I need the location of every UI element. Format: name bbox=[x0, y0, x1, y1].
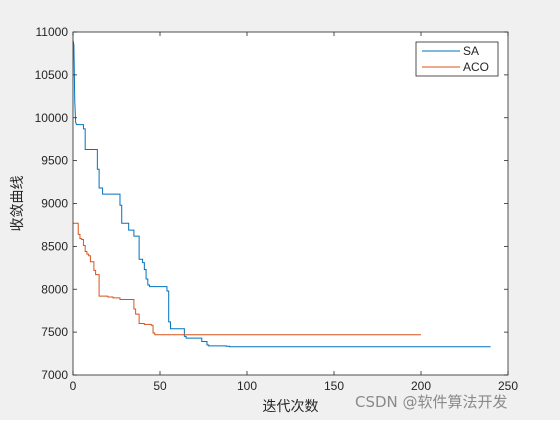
y-tick-label: 10500 bbox=[35, 68, 69, 82]
y-tick-label: 7000 bbox=[41, 368, 68, 382]
y-axis-title: 收敛曲线 bbox=[10, 176, 26, 232]
legend-label-sa: SA bbox=[463, 44, 479, 58]
x-tick-label: 150 bbox=[324, 379, 344, 393]
series-line-aco bbox=[73, 222, 421, 336]
y-tick-label: 8000 bbox=[41, 282, 68, 296]
x-tick-label: 250 bbox=[498, 379, 518, 393]
y-tick-label: 9000 bbox=[41, 197, 68, 211]
x-tick-label: 100 bbox=[237, 379, 257, 393]
x-tick-label: 200 bbox=[411, 379, 431, 393]
legend: SA ACO bbox=[415, 41, 499, 77]
y-tick-label: 7500 bbox=[41, 325, 68, 339]
plot-area bbox=[73, 32, 508, 375]
watermark-text: CSDN @软件算法开发 bbox=[355, 393, 508, 411]
x-tick-label: 0 bbox=[70, 379, 77, 393]
legend-box bbox=[415, 41, 499, 77]
y-tick-label: 8500 bbox=[41, 239, 68, 253]
y-tick-label: 11000 bbox=[36, 25, 69, 39]
legend-label-aco: ACO bbox=[463, 60, 489, 74]
series-line-sa bbox=[72, 40, 491, 348]
y-tick-label: 10000 bbox=[35, 111, 69, 125]
x-tick-label: 50 bbox=[153, 379, 167, 393]
y-tick-label: 9500 bbox=[41, 154, 68, 168]
x-axis-title: 迭代次数 bbox=[263, 399, 319, 415]
